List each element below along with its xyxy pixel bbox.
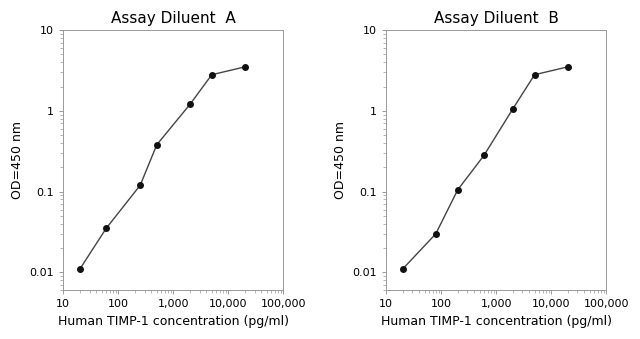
Y-axis label: OD=450 nm: OD=450 nm bbox=[11, 121, 24, 199]
Title: Assay Diluent  A: Assay Diluent A bbox=[111, 11, 236, 26]
X-axis label: Human TIMP-1 concentration (pg/ml): Human TIMP-1 concentration (pg/ml) bbox=[58, 315, 289, 328]
X-axis label: Human TIMP-1 concentration (pg/ml): Human TIMP-1 concentration (pg/ml) bbox=[381, 315, 612, 328]
Title: Assay Diluent  B: Assay Diluent B bbox=[434, 11, 559, 26]
Y-axis label: OD=450 nm: OD=450 nm bbox=[334, 121, 347, 199]
